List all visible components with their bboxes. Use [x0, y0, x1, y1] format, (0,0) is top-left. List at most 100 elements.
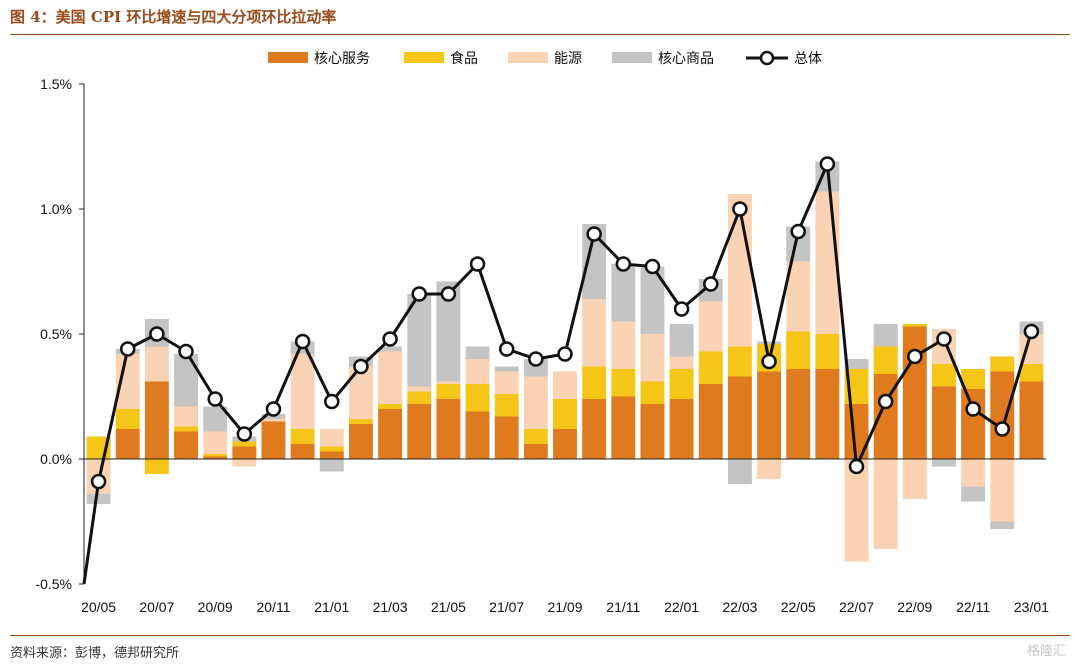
bar-1-20/06 — [115, 409, 140, 429]
bar-0-20/08 — [174, 431, 198, 459]
bar-1-22/03 — [727, 346, 752, 377]
bar-1-22/08 — [873, 346, 898, 374]
bar-0-20/06 — [115, 429, 140, 459]
bar-1-21/02 — [348, 419, 373, 424]
bar-0-22/11 — [961, 389, 986, 459]
bar-3-22/08 — [873, 324, 898, 347]
bar-0-22/04 — [757, 371, 782, 459]
total-point-21/10 — [586, 226, 602, 242]
x-tick-label: 21/07 — [489, 599, 524, 615]
bar-0-20/09 — [203, 456, 228, 459]
bar-0-20/12 — [290, 444, 315, 459]
bar-2-21/05 — [436, 381, 461, 384]
total-point-20/08 — [178, 343, 194, 360]
x-tick-label: 22/11 — [956, 599, 990, 615]
bar-1-20/12 — [290, 429, 315, 444]
total-point-21/07 — [498, 341, 515, 357]
x-tick-label: 20/09 — [198, 599, 233, 615]
bar-2-21/10 — [582, 299, 607, 367]
bar-2-22/03 — [727, 194, 752, 347]
bar-0-21/08 — [523, 444, 548, 459]
bar-2-21/08 — [523, 376, 548, 429]
total-point-22/04 — [761, 353, 777, 370]
bar-3-21/06 — [465, 346, 490, 359]
total-point-20/07 — [149, 326, 165, 342]
bar-1-21/07 — [494, 394, 519, 417]
bar-3-22/01 — [669, 324, 694, 357]
legend-swatch-0 — [268, 52, 308, 63]
bar-1-21/08 — [523, 429, 548, 444]
bar-1-22/01 — [669, 369, 694, 399]
bar-0-21/05 — [436, 399, 461, 459]
bar-1-21/09 — [553, 399, 577, 429]
bar-2-21/04 — [407, 386, 432, 392]
total-point-20/12 — [294, 333, 311, 350]
total-point-21/12 — [644, 258, 661, 275]
total-point-20/06 — [119, 341, 136, 357]
bar-3-21/05 — [436, 281, 461, 382]
total-line — [82, 162, 1033, 585]
y-tick-label: 0.0% — [40, 451, 72, 467]
bar-2-22/11 — [961, 459, 986, 487]
y-tick-label: 1.5% — [40, 76, 72, 92]
bar-1-22/05 — [786, 331, 811, 369]
bar-1-20/08 — [174, 426, 198, 432]
x-tick-label: 22/09 — [897, 599, 932, 615]
bar-1-22/11 — [961, 369, 986, 389]
title-divider — [10, 34, 1070, 35]
bar-0-21/11 — [611, 396, 636, 459]
total-point-22/06 — [819, 156, 836, 172]
x-tick-label: 22/03 — [722, 599, 757, 615]
total-point-21/04 — [411, 286, 427, 302]
bar-0-21/04 — [407, 404, 432, 459]
total-point-22/08 — [877, 393, 894, 410]
total-point-21/02 — [353, 358, 369, 375]
bar-0-22/02 — [698, 384, 723, 459]
legend-label-3: 核心商品 — [658, 51, 714, 67]
bar-0-22/01 — [669, 399, 694, 459]
total-point-21/09 — [557, 346, 573, 362]
bar-1-21/01 — [319, 446, 344, 452]
bar-2-20/07 — [144, 346, 169, 382]
bar-2-20/11 — [261, 419, 286, 422]
source-note: 资料来源：彭博，德邦研究所 — [10, 646, 180, 661]
total-point-20/05 — [90, 473, 107, 490]
x-tick-label: 22/07 — [839, 599, 874, 615]
watermark-logo: 格隆汇 — [1026, 644, 1066, 659]
bar-0-21/01 — [319, 451, 344, 459]
total-point-20/11 — [265, 401, 282, 417]
bar-2-22/05 — [786, 261, 811, 332]
total-point-20/09 — [207, 391, 223, 407]
y-tick-label: 0.5% — [40, 326, 72, 342]
bar-2-22/01 — [669, 356, 694, 369]
x-tick-label: 20/05 — [81, 599, 116, 615]
total-point-21/08 — [528, 351, 544, 367]
bar-2-21/11 — [611, 321, 636, 369]
bar-0-20/10 — [232, 446, 257, 459]
bar-3-20/09 — [203, 406, 228, 432]
bar-3-21/10 — [582, 224, 607, 299]
bar-3-20/05 — [86, 494, 111, 504]
x-tick-label: 20/11 — [256, 599, 290, 615]
x-tick-label: 22/01 — [664, 599, 699, 615]
legend-label-1: 食品 — [450, 50, 478, 67]
y-tick-label: -0.5% — [35, 576, 72, 592]
bar-1-20/07 — [144, 459, 169, 474]
bar-2-22/04 — [757, 459, 782, 479]
bar-2-22/02 — [698, 301, 723, 352]
bar-1-21/04 — [407, 391, 432, 404]
x-tick-label: 21/11 — [606, 599, 640, 615]
bar-1-22/02 — [698, 351, 723, 384]
bar-0-22/12 — [990, 371, 1015, 459]
bar-2-21/02 — [348, 366, 373, 419]
bar-2-22/07 — [844, 459, 869, 562]
legend-label-2: 能源 — [554, 51, 582, 67]
bar-1-21/03 — [378, 404, 403, 409]
bar-3-21/01 — [319, 459, 344, 472]
bar-1-21/10 — [582, 366, 607, 399]
bar-2-21/12 — [640, 334, 665, 382]
bar-0-22/03 — [727, 376, 752, 459]
legend-label-0: 核心服务 — [314, 51, 370, 67]
total-point-23/01 — [1023, 323, 1040, 340]
total-point-21/11 — [615, 256, 632, 272]
